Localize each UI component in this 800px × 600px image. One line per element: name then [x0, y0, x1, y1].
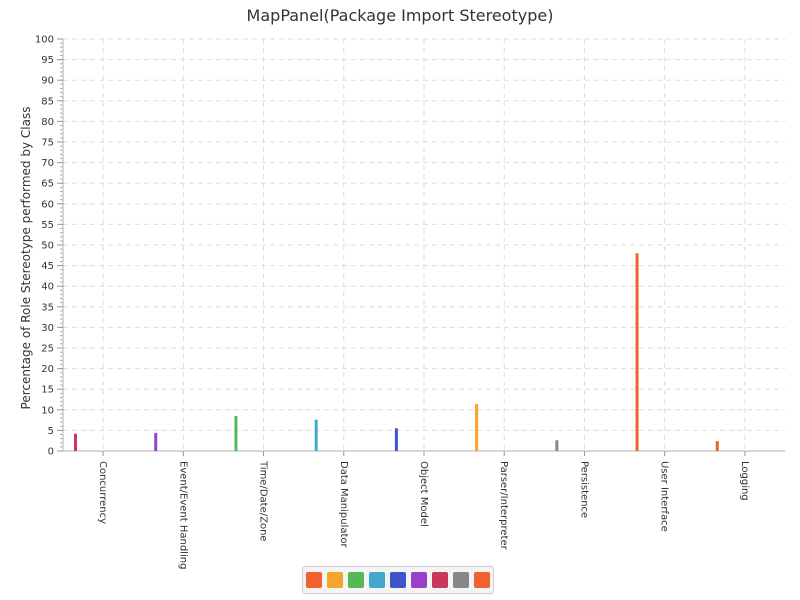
legend-swatch — [369, 572, 385, 588]
bar — [234, 415, 238, 451]
bar — [154, 432, 158, 451]
y-tick-label: 100 — [35, 35, 54, 46]
y-tick-label: 10 — [41, 405, 54, 416]
y-tick-label: 95 — [41, 55, 54, 66]
x-tick-label: User Interface — [659, 461, 670, 532]
legend-swatch — [348, 572, 364, 588]
bar — [314, 419, 318, 451]
x-tick-label: Parser/Interpreter — [498, 461, 509, 551]
x-tick-label: Data Manipulator — [338, 461, 349, 549]
y-tick-label: 55 — [41, 220, 54, 231]
legend — [302, 566, 494, 594]
x-tick-label: Event/Event Handling — [177, 461, 188, 569]
bar — [635, 253, 639, 451]
y-tick-label: 35 — [41, 302, 54, 313]
y-tick-label: 70 — [41, 158, 54, 169]
y-tick-label: 85 — [41, 96, 54, 107]
legend-swatch — [327, 572, 343, 588]
y-tick-label: 40 — [41, 282, 54, 293]
bar — [715, 441, 719, 451]
x-tick-label: Object Model — [418, 461, 429, 527]
legend-swatch — [453, 572, 469, 588]
legend-swatch — [306, 572, 322, 588]
bar — [555, 440, 559, 451]
x-tick-label: Concurrency — [97, 461, 108, 524]
legend-swatch — [411, 572, 427, 588]
y-tick-label: 45 — [41, 261, 54, 272]
y-tick-label: 90 — [41, 76, 54, 87]
y-tick-label: 5 — [48, 426, 54, 437]
bar — [475, 404, 479, 451]
legend-swatch — [390, 572, 406, 588]
bar — [394, 428, 398, 451]
x-tick-label: Logging — [739, 461, 750, 501]
x-tick-label: Persistence — [578, 461, 589, 518]
chart-title: MapPanel(Package Import Stereotype) — [246, 6, 554, 25]
y-tick-label: 50 — [41, 241, 54, 252]
x-tick-label: Time/Date/Zone — [258, 460, 269, 542]
y-tick-label: 60 — [41, 199, 54, 210]
legend-swatch — [474, 572, 490, 588]
legend-swatch — [432, 572, 448, 588]
bar — [74, 433, 77, 451]
y-tick-label: 20 — [41, 364, 54, 375]
y-tick-label: 25 — [41, 344, 54, 355]
y-tick-label: 75 — [41, 138, 54, 149]
y-tick-label: 0 — [48, 447, 54, 458]
y-tick-label: 30 — [41, 323, 54, 334]
y-tick-label: 15 — [41, 385, 54, 396]
y-tick-label: 65 — [41, 179, 54, 190]
y-tick-label: 80 — [41, 117, 54, 128]
